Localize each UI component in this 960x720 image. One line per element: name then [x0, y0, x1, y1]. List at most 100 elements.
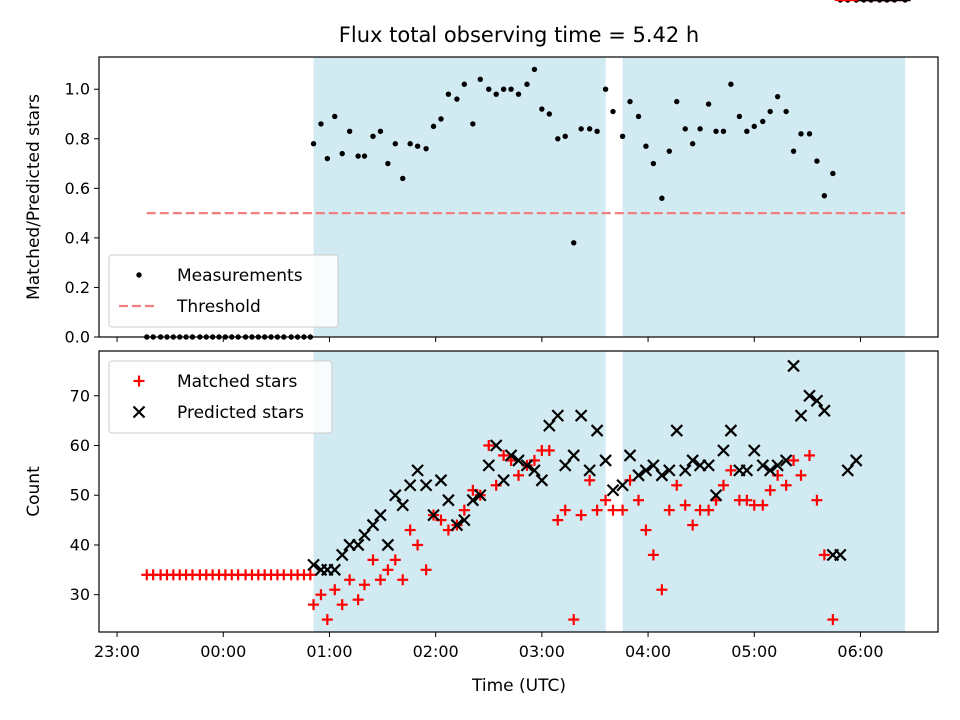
matched-point	[559, 504, 571, 516]
predicted-point	[599, 454, 612, 467]
series-matched-stars	[141, 0, 911, 626]
predicted-point-b	[374, 508, 387, 522]
predicted-point-b	[543, 419, 556, 432]
panel-1-ytick-label: 1.0	[65, 80, 90, 99]
panel-1-ytick-label: 0.0	[65, 328, 90, 347]
measurement-point	[659, 195, 665, 201]
predicted-point-b	[574, 409, 588, 422]
measurement-point	[774, 93, 781, 100]
predicted-point	[458, 513, 471, 527]
predicted-point-b	[810, 394, 824, 408]
x-tick-label: 05:00	[731, 642, 777, 661]
predicted-point	[543, 419, 556, 432]
x-tick-label: 01:00	[306, 642, 352, 661]
measurement-point	[454, 96, 460, 102]
matched-point	[671, 479, 683, 491]
predicted-point	[366, 518, 380, 532]
predicted-point-b	[358, 528, 371, 542]
x-tick-label: 23:00	[94, 642, 140, 661]
predicted-point	[632, 469, 645, 482]
predicted-point	[583, 464, 596, 477]
measurement-point	[760, 118, 766, 125]
predicted-point	[803, 389, 816, 403]
predicted-point	[818, 404, 831, 417]
predicted-point	[442, 493, 455, 507]
matched-point	[591, 504, 603, 516]
measurement-point	[324, 155, 331, 162]
predicted-point-b	[771, 459, 784, 472]
matched-point	[703, 504, 715, 516]
predicted-point-b	[670, 424, 684, 437]
measurement-point	[602, 86, 609, 92]
measurement-point	[720, 128, 727, 135]
measurement-point	[486, 86, 492, 92]
matched-point	[412, 539, 424, 551]
matched-point	[663, 504, 675, 516]
predicted-point	[686, 454, 699, 467]
predicted-point	[834, 548, 847, 562]
predicted-point-b	[419, 479, 433, 492]
measurement-point	[619, 133, 626, 139]
predicted-point	[771, 459, 784, 472]
predicted-point-b	[366, 518, 380, 532]
matched-point	[308, 599, 320, 611]
matched-point	[483, 439, 495, 451]
legend-box	[108, 254, 339, 328]
measurement-point	[751, 123, 757, 130]
predicted-point-b	[686, 454, 699, 467]
measurement-point	[524, 81, 530, 87]
predicted-point-b	[655, 469, 669, 482]
measurement-point	[539, 106, 545, 112]
measurement-point	[438, 116, 444, 122]
measurement-point	[578, 126, 584, 132]
predicted-point-b	[558, 459, 572, 472]
predicted-point-b	[434, 474, 448, 487]
measurement-point	[318, 121, 324, 127]
x-tick-label: 03:00	[519, 642, 565, 661]
predicted-point	[717, 444, 730, 457]
measurement-point	[821, 193, 828, 199]
panel-2-ytick-label: 50	[70, 486, 90, 505]
series-predicted-stars	[307, 0, 911, 577]
matched-point	[336, 599, 348, 611]
predicted-point	[787, 359, 800, 373]
measurement-point	[339, 150, 345, 157]
legend-swatch	[133, 375, 145, 387]
x-axis-label: Time (UTC)	[471, 676, 566, 696]
predicted-point	[724, 424, 738, 437]
matched-point	[404, 524, 416, 536]
predicted-point	[747, 444, 761, 457]
legend-box	[108, 360, 333, 434]
measurement-point	[310, 141, 317, 147]
panel-1-frame	[98, 56, 939, 338]
measurement-point	[674, 98, 680, 105]
measurement-point	[783, 108, 789, 115]
predicted-point-b	[756, 459, 770, 472]
matched-point	[617, 504, 629, 516]
predicted-point	[374, 508, 387, 522]
matched-point	[818, 549, 830, 561]
predicted-point-b	[427, 508, 440, 522]
predicted-point	[328, 563, 342, 577]
predicted-point-b	[663, 464, 676, 477]
predicted-point-b	[849, 454, 863, 467]
predicted-point	[358, 528, 371, 542]
predicted-point	[779, 454, 793, 467]
predicted-point	[482, 459, 496, 472]
predicted-point	[849, 454, 863, 467]
predicted-point-b	[616, 479, 629, 492]
predicted-point	[504, 449, 518, 462]
predicted-point	[702, 459, 715, 472]
panel-1-ytick-label: 0.4	[65, 228, 90, 247]
predicted-point-b	[466, 493, 480, 507]
predicted-point	[389, 488, 402, 502]
panel-2-shaded-interval-2	[622, 351, 906, 632]
predicted-point-b	[512, 454, 525, 467]
predicted-point	[434, 474, 448, 487]
predicted-point	[450, 518, 464, 532]
panel-2-ytick-label: 60	[70, 436, 90, 455]
predicted-point	[411, 464, 424, 477]
matched-point	[717, 479, 729, 491]
measurement-point	[562, 133, 568, 139]
measurement-point	[385, 160, 391, 167]
